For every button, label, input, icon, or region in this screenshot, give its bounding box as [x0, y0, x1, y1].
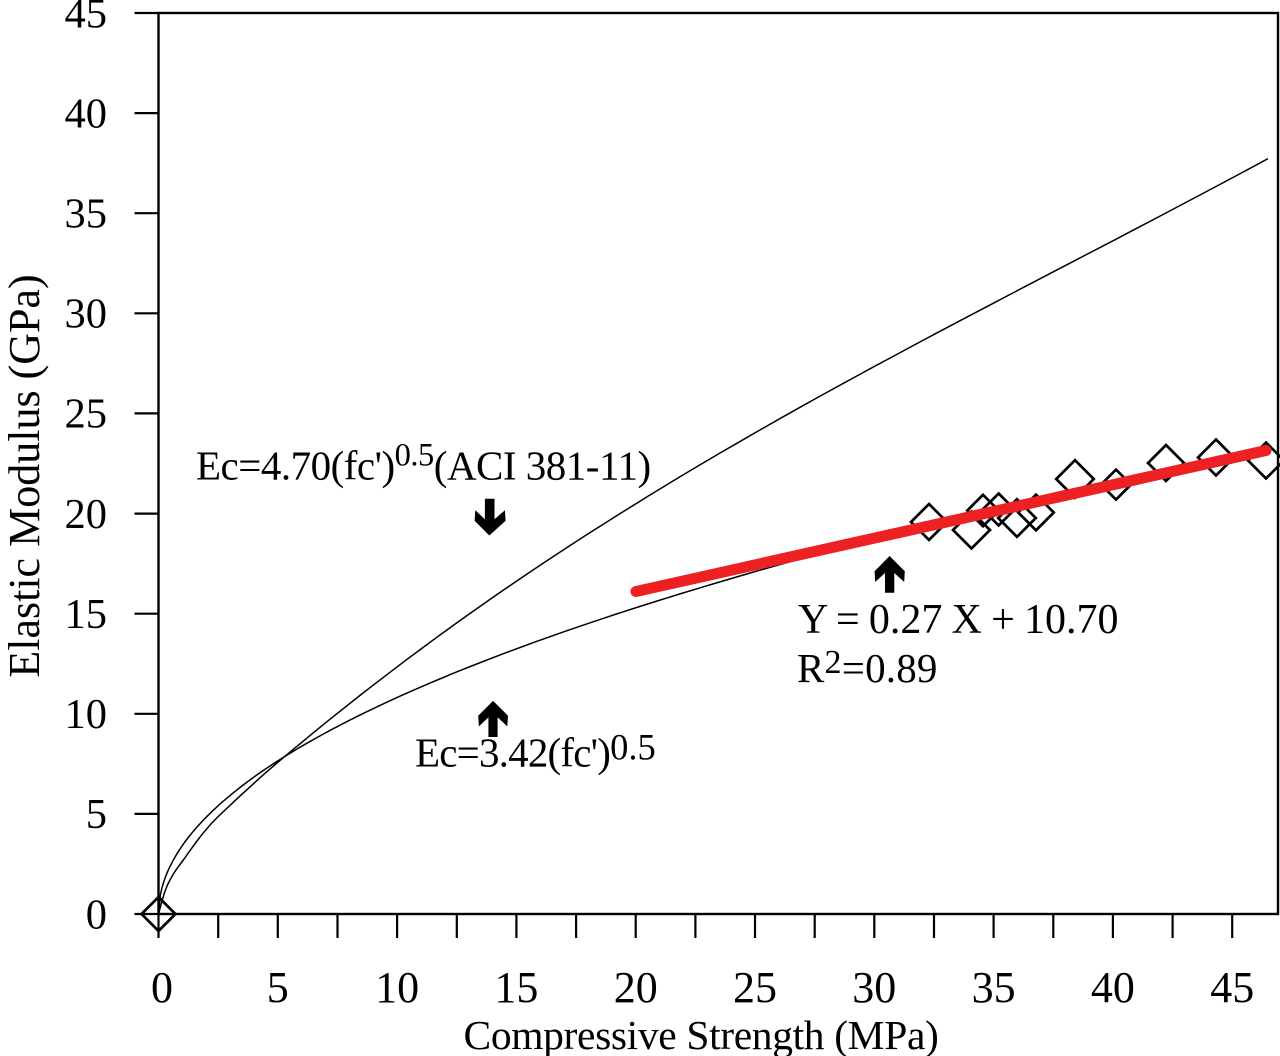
svg-text:35: 35	[972, 963, 1016, 1012]
svg-text:35: 35	[65, 191, 108, 238]
svg-text:20: 20	[65, 491, 108, 538]
svg-text:15: 15	[494, 963, 538, 1012]
svg-text:10: 10	[375, 963, 419, 1012]
svg-text:Ec=3.42(fc')0.5: Ec=3.42(fc')0.5	[415, 727, 656, 776]
svg-text:Elastic Modulus (GPa): Elastic Modulus (GPa)	[0, 274, 49, 677]
svg-text:25: 25	[733, 963, 777, 1012]
svg-text:30: 30	[852, 963, 896, 1012]
svg-text:25: 25	[65, 391, 108, 438]
svg-text:15: 15	[65, 591, 108, 638]
svg-text:R2=0.89: R2=0.89	[797, 644, 938, 691]
svg-text:Y = 0.27 X + 10.70: Y = 0.27 X + 10.70	[798, 597, 1118, 643]
svg-text:0: 0	[86, 891, 107, 938]
svg-text:40: 40	[65, 90, 108, 137]
svg-text:Compressive Strength (MPa): Compressive Strength (MPa)	[463, 1012, 938, 1056]
svg-text:5: 5	[86, 791, 107, 838]
svg-text:10: 10	[65, 691, 108, 738]
svg-text:45: 45	[1210, 963, 1254, 1012]
svg-text:40: 40	[1091, 963, 1135, 1012]
svg-text:30: 30	[65, 291, 108, 338]
svg-text:5: 5	[267, 963, 289, 1012]
svg-text:45: 45	[65, 0, 108, 37]
svg-text:20: 20	[614, 963, 658, 1012]
svg-text:0: 0	[151, 963, 173, 1012]
